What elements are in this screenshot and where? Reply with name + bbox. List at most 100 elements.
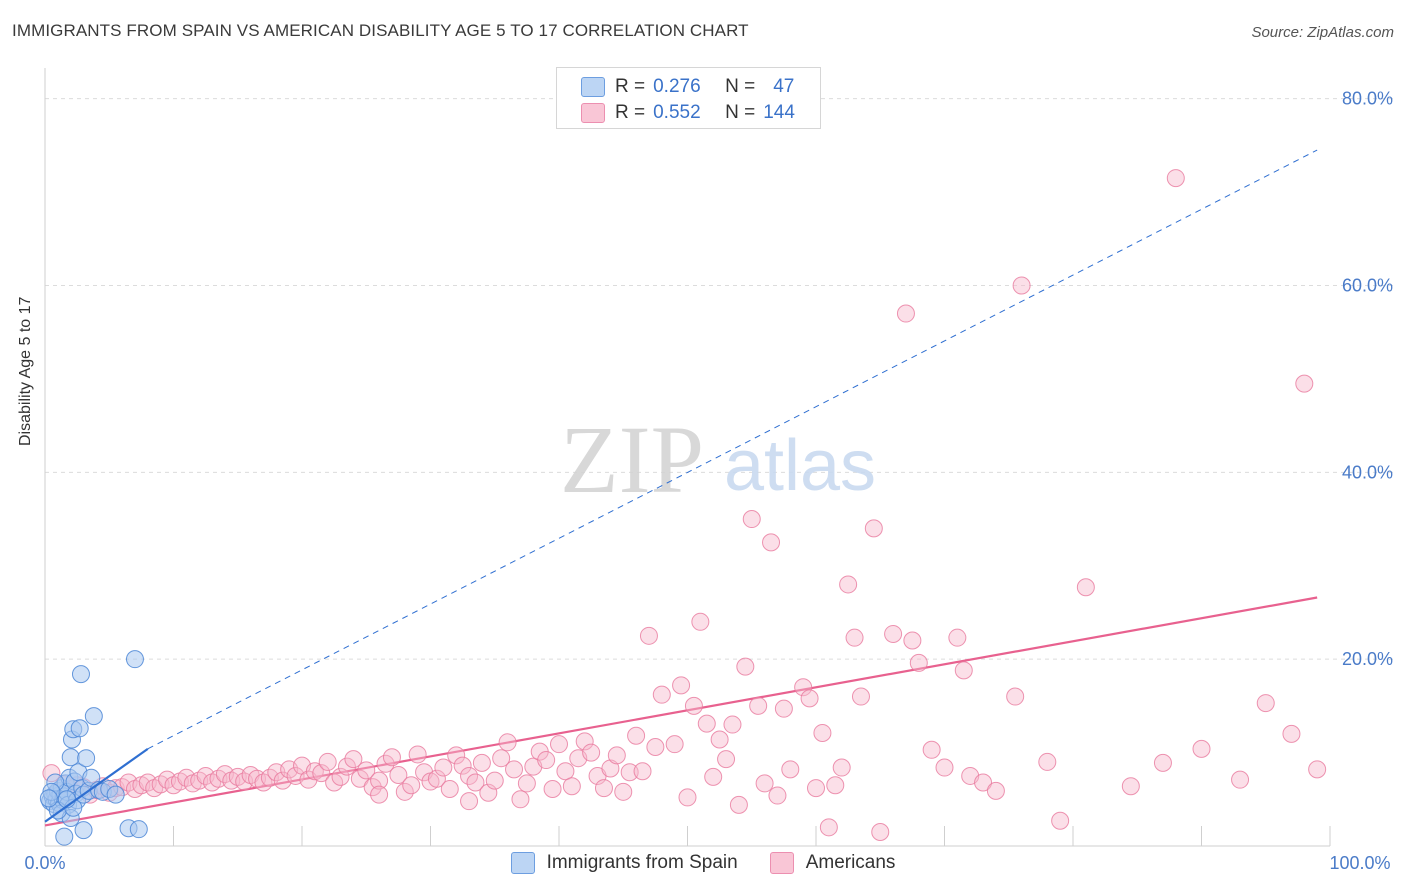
legend-item-americans[interactable]: Americans	[769, 852, 896, 874]
legend-label-americans: Americans	[805, 852, 896, 873]
legend-row-americans: R = 0.552 N = 144	[581, 101, 795, 125]
americans-point	[1192, 739, 1211, 758]
americans-point	[729, 795, 748, 814]
americans-point	[948, 628, 967, 647]
americans-point	[774, 699, 793, 718]
americans-point	[337, 757, 356, 776]
americans-point	[974, 773, 993, 792]
americans-point	[794, 678, 813, 697]
americans-point	[511, 790, 530, 809]
americans-point	[781, 760, 800, 779]
americans-point	[1256, 694, 1275, 713]
americans-point	[466, 773, 485, 792]
x-tick-label-max: 100.0%	[1329, 853, 1390, 873]
americans-point	[717, 750, 736, 769]
americans-point	[543, 780, 562, 799]
americans-point	[620, 763, 639, 782]
legend-n-label: N =	[725, 76, 756, 97]
spain-point	[55, 827, 74, 846]
americans-point	[460, 792, 479, 811]
americans-point	[517, 774, 536, 793]
spain-point	[70, 719, 89, 738]
americans-point	[813, 723, 832, 742]
americans-point	[884, 624, 903, 643]
americans-point	[402, 776, 421, 795]
americans-point	[537, 751, 556, 770]
legend-swatch-blue	[510, 852, 535, 874]
y-tick-label: 40.0%	[1342, 462, 1393, 482]
axes	[44, 68, 1331, 847]
americans-point	[697, 714, 716, 733]
americans-point	[594, 779, 613, 798]
americans-point	[318, 752, 337, 771]
americans-point	[742, 510, 761, 529]
y-tick-label: 20.0%	[1342, 649, 1393, 669]
americans-point	[1295, 374, 1314, 393]
legend-swatch-pink	[581, 103, 605, 123]
americans-point	[1006, 687, 1025, 706]
americans-point	[1076, 578, 1095, 597]
spain-point	[61, 748, 80, 767]
americans-point	[986, 781, 1005, 800]
americans-point	[151, 775, 170, 794]
americans-point	[935, 758, 954, 777]
americans-point	[331, 767, 350, 786]
americans-point	[704, 767, 723, 786]
legend-r-label: R =	[615, 76, 646, 97]
americans-point	[633, 762, 652, 781]
americans-point	[627, 726, 646, 745]
americans-point	[1282, 724, 1301, 743]
americans-point	[254, 773, 273, 792]
americans-point	[607, 746, 626, 765]
americans-point	[723, 715, 742, 734]
watermark: ZIP atlas	[560, 406, 876, 513]
americans-point	[851, 687, 870, 706]
americans-point	[614, 782, 633, 801]
americans-point	[1121, 777, 1140, 796]
americans-point	[922, 740, 941, 759]
americans-point	[575, 732, 594, 751]
y-axis-label: Disability Age 5 to 17	[17, 296, 34, 446]
americans-point	[807, 779, 825, 798]
americans-point	[755, 774, 774, 793]
americans-point	[646, 737, 665, 756]
legend-swatch-blue	[581, 77, 605, 97]
americans-point	[1308, 760, 1327, 779]
americans-point	[864, 519, 883, 538]
americans-point	[382, 748, 401, 767]
americans-point	[395, 782, 414, 801]
americans-point	[389, 766, 408, 785]
americans-point	[460, 766, 479, 785]
americans-point	[903, 631, 922, 650]
americans-point	[678, 788, 697, 807]
chart-title: IMMIGRANTS FROM SPAIN VS AMERICAN DISABI…	[12, 21, 749, 40]
americans-point	[408, 745, 427, 764]
americans-point	[684, 696, 703, 715]
americans-point	[357, 761, 376, 780]
americans-point	[376, 754, 395, 773]
spain-point	[84, 707, 103, 726]
americans-point	[839, 575, 858, 594]
americans-point	[582, 743, 601, 762]
americans-point	[472, 753, 491, 772]
spain-point	[106, 785, 125, 804]
spain-point	[77, 749, 96, 768]
y-tick-label: 80.0%	[1342, 89, 1393, 109]
americans-point	[601, 759, 620, 778]
americans-point	[845, 628, 864, 647]
legend-item-spain[interactable]: Immigrants from Spain	[510, 852, 738, 874]
x-tick-label-min: 0.0%	[24, 853, 65, 873]
americans-point	[505, 760, 524, 779]
americans-point	[1038, 752, 1057, 771]
spain-point	[71, 665, 90, 684]
americans-point	[954, 661, 973, 680]
americans-point	[832, 758, 851, 777]
americans-point	[427, 769, 446, 788]
spain-trend-line	[44, 747, 149, 823]
americans-point	[710, 730, 729, 749]
americans-point	[749, 696, 768, 715]
americans-point	[370, 771, 389, 790]
legend-n-value-americans: 144	[763, 102, 795, 123]
americans-point	[736, 657, 755, 676]
y-tick-label: 60.0%	[1342, 276, 1393, 296]
